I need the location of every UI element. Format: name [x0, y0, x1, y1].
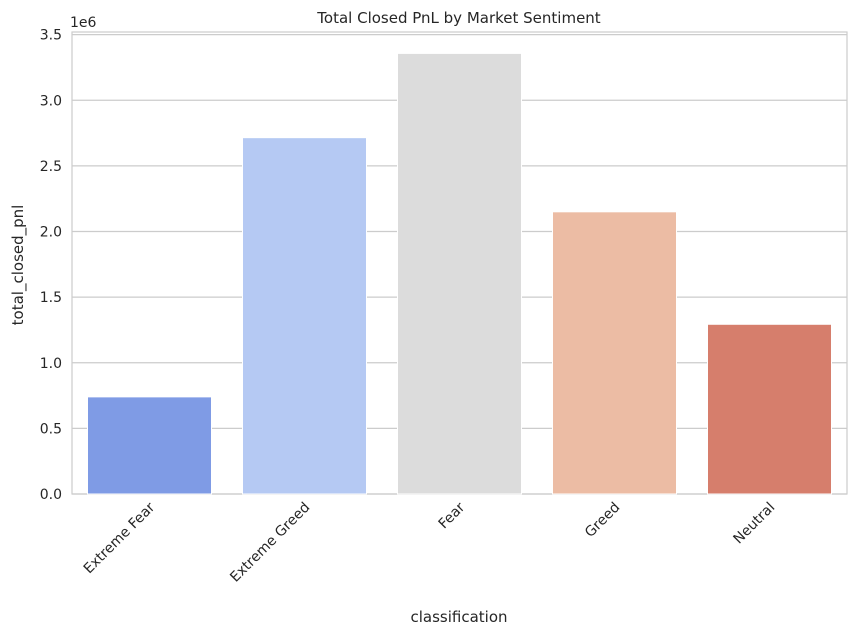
x-tick-label: Extreme Greed: [227, 500, 313, 586]
y-tick-label: 2.5: [40, 159, 62, 175]
bar-extreme-fear: [87, 396, 212, 495]
y-tick-label: 1.5: [40, 290, 62, 306]
x-tick-label: Neutral: [730, 500, 778, 548]
bar-greed: [552, 211, 677, 495]
x-tick-label: Greed: [582, 500, 623, 541]
y-tick-label: 1.0: [40, 356, 62, 372]
x-tick-labels: Extreme Fear Extreme Greed Fear Greed Neutra…: [81, 499, 779, 585]
x-tick-label: Fear: [436, 499, 469, 532]
bar-fear: [397, 52, 522, 495]
y-tick-label: 0.0: [40, 487, 62, 503]
y-tick-label: 3.5: [40, 28, 62, 44]
bar-extreme-greed: [242, 137, 367, 495]
y-tick-labels: 0.0 0.5 1.0 1.5 2.0 2.5 3.0 3.5: [40, 28, 62, 503]
x-axis-label: classification: [410, 608, 507, 626]
x-tick-label: Extreme Fear: [81, 499, 159, 577]
y-tick-label: 0.5: [40, 421, 62, 437]
bars: [87, 52, 832, 495]
y-axis-label: total_closed_pnl: [9, 205, 28, 326]
y-tick-label: 3.0: [40, 93, 62, 109]
y-tick-label: 2.0: [40, 225, 62, 241]
chart-title: Total Closed PnL by Market Sentiment: [316, 9, 601, 27]
y-offset-label: 1e6: [70, 15, 97, 31]
bar-neutral: [707, 323, 832, 495]
